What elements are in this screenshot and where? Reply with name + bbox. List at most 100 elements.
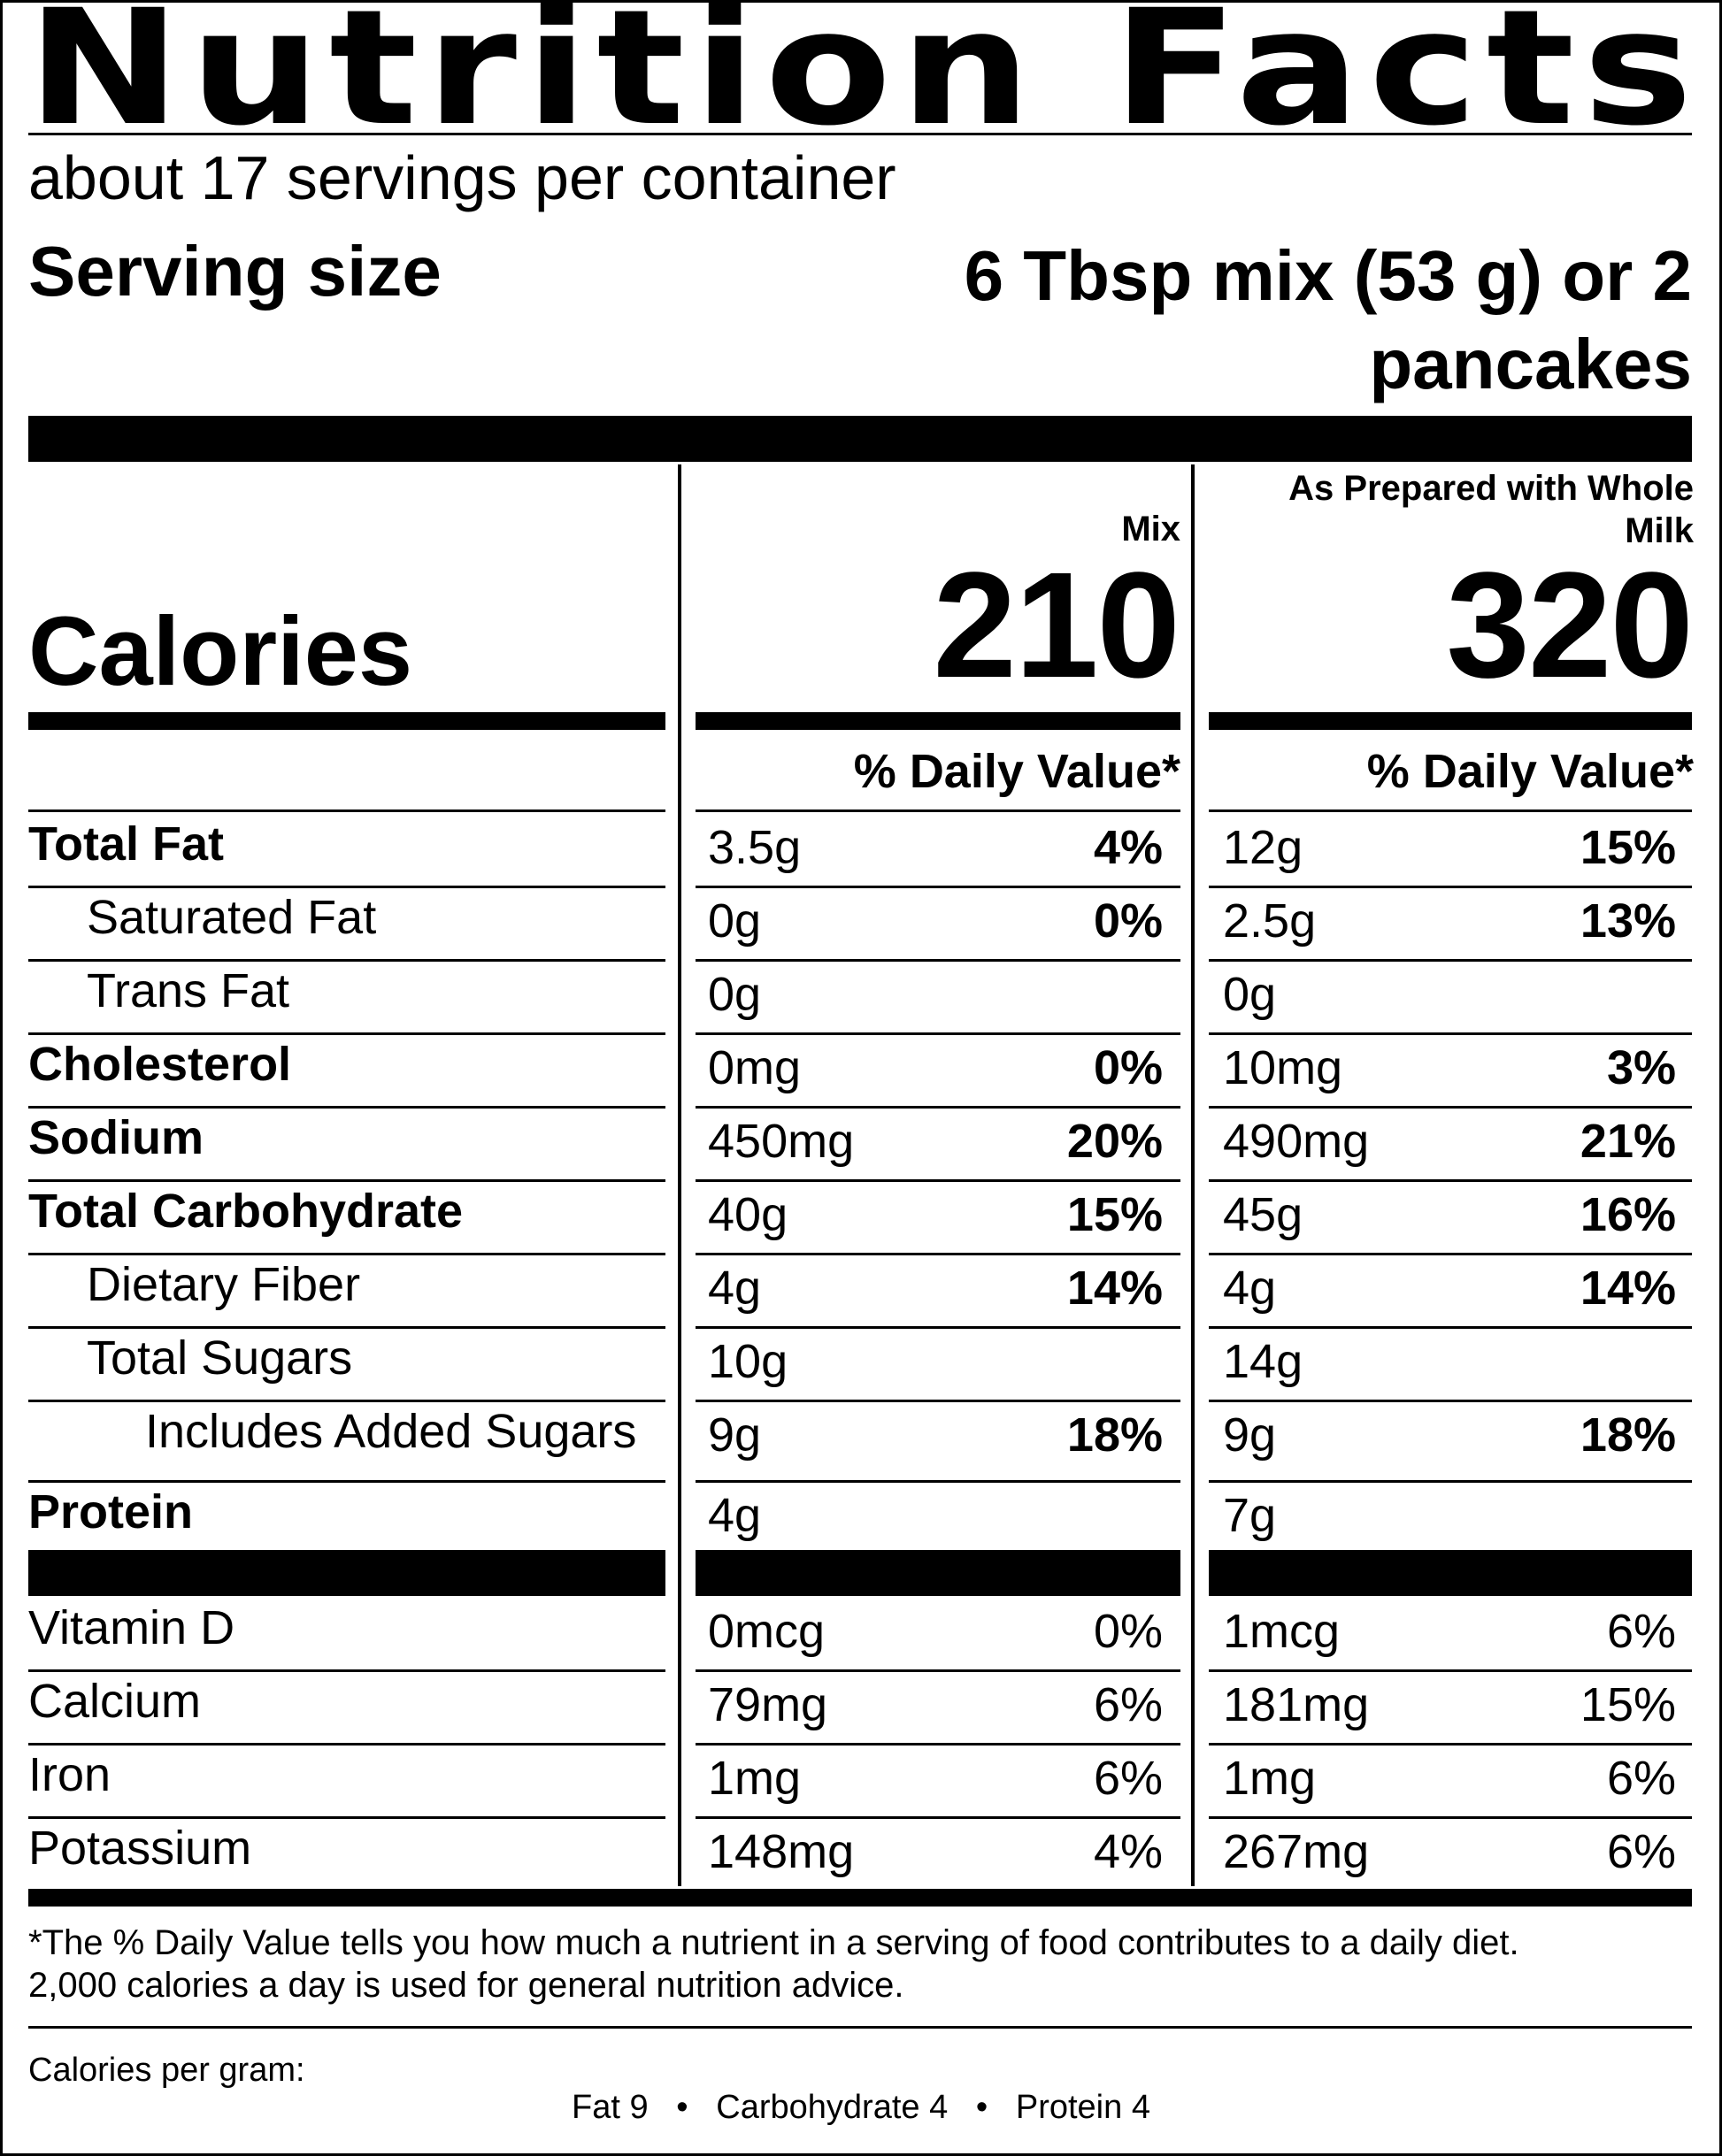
row-divider [696, 886, 1180, 888]
prep-amount: 1mg [1223, 1752, 1317, 1805]
mix-daily-value: 15% [1066, 1188, 1163, 1241]
nutrient-name: Iron [28, 1748, 111, 1801]
calories-bar-name [28, 712, 665, 730]
row-divider [1209, 886, 1692, 888]
prep-daily-value: 15% [1580, 1678, 1676, 1731]
footnote-line2: 2,000 calories a day is used for general… [28, 1966, 904, 2005]
prep-amount: 9g [1223, 1408, 1277, 1462]
servings-per-container: about 17 servings per container [28, 143, 896, 212]
mix-calories-value: 210 [933, 541, 1180, 710]
prep-daily-value: 3% [1606, 1041, 1676, 1094]
row-divider [1209, 1032, 1692, 1035]
mix-daily-value: 14% [1066, 1262, 1163, 1315]
nutrient-name: Total Sugars [87, 1331, 353, 1385]
prepared-column-header: As Prepared with Whole Milk [1221, 467, 1694, 552]
prep-amount: 0g [1223, 968, 1277, 1021]
prep-amount: 45g [1223, 1188, 1303, 1241]
prep-daily-value: 6% [1606, 1825, 1676, 1878]
mix-amount: 450mg [708, 1115, 855, 1168]
row-divider [696, 959, 1180, 962]
mix-column-header: Mix [1121, 510, 1180, 549]
row-divider [28, 1032, 665, 1035]
row-divider [28, 1253, 665, 1255]
nutrient-name: Vitamin D [28, 1601, 235, 1654]
footnote-divider [28, 2026, 1692, 2029]
prep-amount: 181mg [1223, 1678, 1370, 1731]
row-divider [696, 1179, 1180, 1182]
footnote-line1: *The % Daily Value tells you how much a … [28, 1923, 1519, 1962]
prep-amount: 12g [1223, 821, 1303, 874]
row-divider [1209, 1253, 1692, 1255]
row-divider [696, 1326, 1180, 1329]
row-divider [696, 1032, 1180, 1035]
row-divider [28, 1816, 665, 1819]
prep-daily-value: 13% [1580, 894, 1676, 948]
vitamin-bar-prepared [1209, 1550, 1692, 1596]
mix-amount: 1mg [708, 1752, 802, 1805]
nutrient-name: Trans Fat [87, 964, 290, 1017]
nutrient-name: Protein [28, 1485, 194, 1538]
row-divider [28, 1480, 665, 1483]
row-divider [1209, 1326, 1692, 1329]
prepared-column-header-line1: As Prepared with Whole [1288, 469, 1694, 508]
nutrient-name: Cholesterol [28, 1038, 292, 1091]
mix-amount: 3.5g [708, 821, 802, 874]
label-title: Nutrition Facts [27, 0, 1702, 161]
serving-size-value: 6 Tbsp mix (53 g) or 2 pancakes [807, 232, 1692, 409]
nutrient-name: Dietary Fiber [87, 1258, 361, 1311]
mix-daily-value-header: % Daily Value* [853, 745, 1180, 798]
row-divider [696, 1669, 1180, 1672]
calories-per-gram-values: Fat 9 • Carbohydrate 4 • Protein 4 [572, 2089, 1150, 2126]
row-divider [696, 1743, 1180, 1746]
serving-size-value-line2: pancakes [1369, 325, 1692, 403]
row-divider [28, 1106, 665, 1109]
row-divider [28, 809, 665, 812]
mix-amount: 10g [708, 1335, 788, 1388]
row-divider [1209, 1106, 1692, 1109]
calories-bar-mix [696, 712, 1180, 730]
row-divider [28, 1743, 665, 1746]
row-divider [696, 1816, 1180, 1819]
mix-daily-value: 6% [1093, 1752, 1163, 1805]
row-divider [696, 1106, 1180, 1109]
row-divider [1209, 959, 1692, 962]
prep-amount: 1mcg [1223, 1605, 1341, 1658]
vitamin-bar-mix [696, 1550, 1180, 1596]
serving-size-label: Serving size [28, 232, 442, 311]
prep-amount: 490mg [1223, 1115, 1370, 1168]
nutrient-name: Includes Added Sugars [145, 1405, 637, 1458]
prep-amount: 267mg [1223, 1825, 1370, 1878]
nutrient-name: Calcium [28, 1675, 202, 1728]
mix-amount: 0mg [708, 1041, 802, 1094]
row-divider [1209, 1816, 1692, 1819]
row-divider [28, 1669, 665, 1672]
prep-amount: 10mg [1223, 1041, 1343, 1094]
mix-amount: 148mg [708, 1825, 855, 1878]
mix-amount: 4g [708, 1489, 762, 1542]
nutrient-name: Total Carbohydrate [28, 1185, 464, 1238]
nutrient-name: Saturated Fat [87, 891, 377, 944]
prep-daily-value: 21% [1580, 1115, 1676, 1168]
row-divider [696, 1480, 1180, 1483]
nutrient-name: Potassium [28, 1822, 252, 1875]
prep-daily-value: 18% [1580, 1408, 1676, 1462]
row-divider [28, 1326, 665, 1329]
mix-daily-value: 0% [1093, 894, 1163, 948]
mix-amount: 0mcg [708, 1605, 826, 1658]
prep-amount: 7g [1223, 1489, 1277, 1542]
thick-bar-bottom [28, 1889, 1692, 1907]
title-divider [28, 133, 1692, 135]
calories-label: Calories [28, 597, 413, 706]
prepared-calories-value: 320 [1446, 541, 1694, 710]
row-divider [1209, 1669, 1692, 1672]
prep-daily-value: 15% [1580, 821, 1676, 874]
mix-amount: 0g [708, 894, 762, 948]
vitamin-bar-name [28, 1550, 665, 1596]
thick-bar-top [28, 416, 1692, 462]
mix-daily-value: 0% [1093, 1605, 1163, 1658]
prepared-daily-value-header: % Daily Value* [1366, 745, 1694, 798]
column-divider-right [1191, 464, 1195, 1886]
nutrient-name: Total Fat [28, 817, 224, 871]
prep-amount: 4g [1223, 1262, 1277, 1315]
